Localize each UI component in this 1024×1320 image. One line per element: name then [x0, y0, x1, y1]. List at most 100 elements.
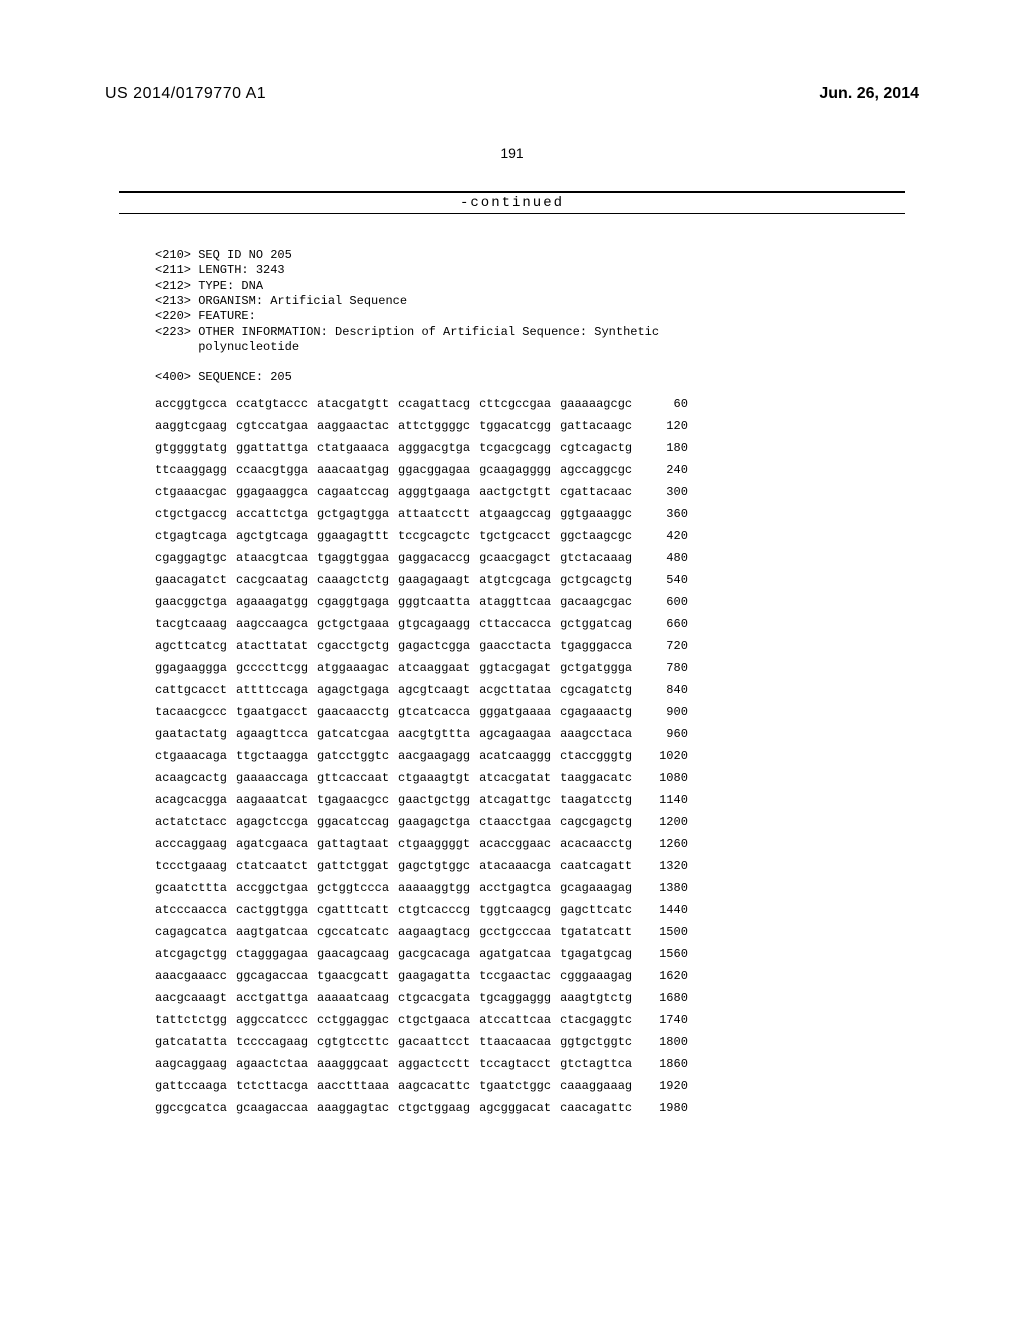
seq-group: ggctaagcgc — [560, 530, 641, 542]
seq-group: cagagcatca — [155, 926, 236, 938]
sequence-row: ggccgcatcagcaagaccaaaaaggagtacctgctggaag… — [155, 1102, 688, 1114]
seq-group: acaagcactg — [155, 772, 236, 784]
seq-group: actatctacc — [155, 816, 236, 828]
seq-group: agctgtcaga — [236, 530, 317, 542]
seq-group: ggaagagttt — [317, 530, 398, 542]
sequence-row: ctgaaacagattgctaaggagatcctggtcaacgaagagg… — [155, 750, 688, 762]
seq-group: aagaaatcat — [236, 794, 317, 806]
seq-group: ggagaaggga — [155, 662, 236, 674]
sequence-row: ctgagtcagaagctgtcagaggaagagttttccgcagctc… — [155, 530, 688, 542]
seq-group: ggtacgagat — [479, 662, 560, 674]
seq-group: tgctgcacct — [479, 530, 560, 542]
seq-position: 1980 — [641, 1102, 688, 1114]
seq-group: cgacctgctg — [317, 640, 398, 652]
seq-group: taagatcctg — [560, 794, 641, 806]
seq-group: acctgattga — [236, 992, 317, 1004]
seq-group: atcgagctgg — [155, 948, 236, 960]
page-number: 191 — [0, 145, 1024, 161]
seq-group: ctgctggaag — [398, 1102, 479, 1114]
seq-group: tgatatcatt — [560, 926, 641, 938]
seq-group: agccaggcgc — [560, 464, 641, 476]
seq-group: aagcaggaag — [155, 1058, 236, 1070]
seq-group: gcaatcttta — [155, 882, 236, 894]
seq-group: gaacggctga — [155, 596, 236, 608]
seq-group: gtggggtatg — [155, 442, 236, 454]
seq-group: cacgcaatag — [236, 574, 317, 586]
seq-group: aacgtgttta — [398, 728, 479, 740]
seq-group: agggtgaaga — [398, 486, 479, 498]
seq-group: ggcagaccaa — [236, 970, 317, 982]
seq-position: 1380 — [641, 882, 688, 894]
seq-group: gctggatcag — [560, 618, 641, 630]
sequence-row: acccaggaagagatcgaacagattagtaatctgaaggggt… — [155, 838, 688, 850]
sequence-row: tattctctggaggccatccccctggaggacctgctgaaca… — [155, 1014, 688, 1026]
seq-group: ccagattacg — [398, 398, 479, 410]
seq-group: gaacaacctg — [317, 706, 398, 718]
seq-group: cgtgtccttc — [317, 1036, 398, 1048]
seq-position: 1860 — [641, 1058, 688, 1070]
seq-position: 240 — [641, 464, 688, 476]
seq-group: gctgatggga — [560, 662, 641, 674]
seq-group: gtgcagaagg — [398, 618, 479, 630]
seq-group: accattctga — [236, 508, 317, 520]
seq-group: gagactcgga — [398, 640, 479, 652]
seq-group: gagcttcatc — [560, 904, 641, 916]
seq-group: gctgctgaaa — [317, 618, 398, 630]
seq-group: gaatactatg — [155, 728, 236, 740]
seq-group: agagctgaga — [317, 684, 398, 696]
page: US 2014/0179770 A1 Jun. 26, 2014 191 -co… — [0, 0, 1024, 1320]
seq-group: tccccagaag — [236, 1036, 317, 1048]
seq-group: gctgagtgga — [317, 508, 398, 520]
seq-group: cgattacaac — [560, 486, 641, 498]
seq-group: aaacaatgag — [317, 464, 398, 476]
sequence-row: ggagaagggagccccttcggatggaaagacatcaaggaat… — [155, 662, 688, 674]
seq-group: cgaggagtgc — [155, 552, 236, 564]
seq-group: ggacatccag — [317, 816, 398, 828]
seq-position: 1080 — [641, 772, 688, 784]
sequence-row: gaatactatgagaagttccagatcatcgaaaacgtgttta… — [155, 728, 688, 740]
sequence-row: gatcatattatccccagaagcgtgtccttcgacaattcct… — [155, 1036, 688, 1048]
seq-group: cgccatcatc — [317, 926, 398, 938]
seq-position: 900 — [641, 706, 688, 718]
sequence-row: acaagcactggaaaaccagagttcaccaatctgaaagtgt… — [155, 772, 688, 784]
sequence-row: gattccaagatctcttacgaaacctttaaaaagcacattc… — [155, 1080, 688, 1092]
seq-group: cattgcacct — [155, 684, 236, 696]
seq-group: gaacagatct — [155, 574, 236, 586]
sequence-row: ctgaaacgacggagaaggcacagaatccagagggtgaaga… — [155, 486, 688, 498]
sequence-row: aaggtcgaagcgtccatgaaaaggaactacattctggggc… — [155, 420, 688, 432]
seq-group: tgagggacca — [560, 640, 641, 652]
seq-position: 1500 — [641, 926, 688, 938]
seq-group: gatcatatta — [155, 1036, 236, 1048]
seq-group: ggacggagaa — [398, 464, 479, 476]
seq-group: tgaatctggc — [479, 1080, 560, 1092]
sequence-row: aagcaggaagagaactctaaaaagggcaataggactcctt… — [155, 1058, 688, 1070]
seq-group: ctgaaacaga — [155, 750, 236, 762]
page-header: US 2014/0179770 A1 Jun. 26, 2014 — [0, 0, 1024, 103]
sequence-row: accggtgccaccatgtacccatacgatgttccagattacg… — [155, 398, 688, 410]
seq-group: cgggaaagag — [560, 970, 641, 982]
seq-group: atgaagccag — [479, 508, 560, 520]
seq-group: gggtcaatta — [398, 596, 479, 608]
seq-group: ctaccgggtg — [560, 750, 641, 762]
seq-group: agaaagatgg — [236, 596, 317, 608]
seq-position: 540 — [641, 574, 688, 586]
seq-group: ctgaaggggt — [398, 838, 479, 850]
seq-group: gacaagcgac — [560, 596, 641, 608]
seq-group: ctgcacgata — [398, 992, 479, 1004]
seq-position: 840 — [641, 684, 688, 696]
seq-group: cactggtgga — [236, 904, 317, 916]
seq-group: tacgtcaaag — [155, 618, 236, 630]
publication-date: Jun. 26, 2014 — [819, 85, 919, 103]
seq-group: gaagagctga — [398, 816, 479, 828]
seq-group: acacaacctg — [560, 838, 641, 850]
seq-group: aagaagtacg — [398, 926, 479, 938]
seq-group: gagctgtggc — [398, 860, 479, 872]
seq-group: cgaggtgaga — [317, 596, 398, 608]
seq-group: gcagaaagag — [560, 882, 641, 894]
seq-group: accggctgaa — [236, 882, 317, 894]
sequence-label: <400> SEQUENCE: 205 — [155, 370, 1024, 384]
seq-group: ctgaaacgac — [155, 486, 236, 498]
sequence-row: aacgcaaagtacctgattgaaaaaatcaagctgcacgata… — [155, 992, 688, 1004]
seq-group: gaacctacta — [479, 640, 560, 652]
seq-group: ccatgtaccc — [236, 398, 317, 410]
